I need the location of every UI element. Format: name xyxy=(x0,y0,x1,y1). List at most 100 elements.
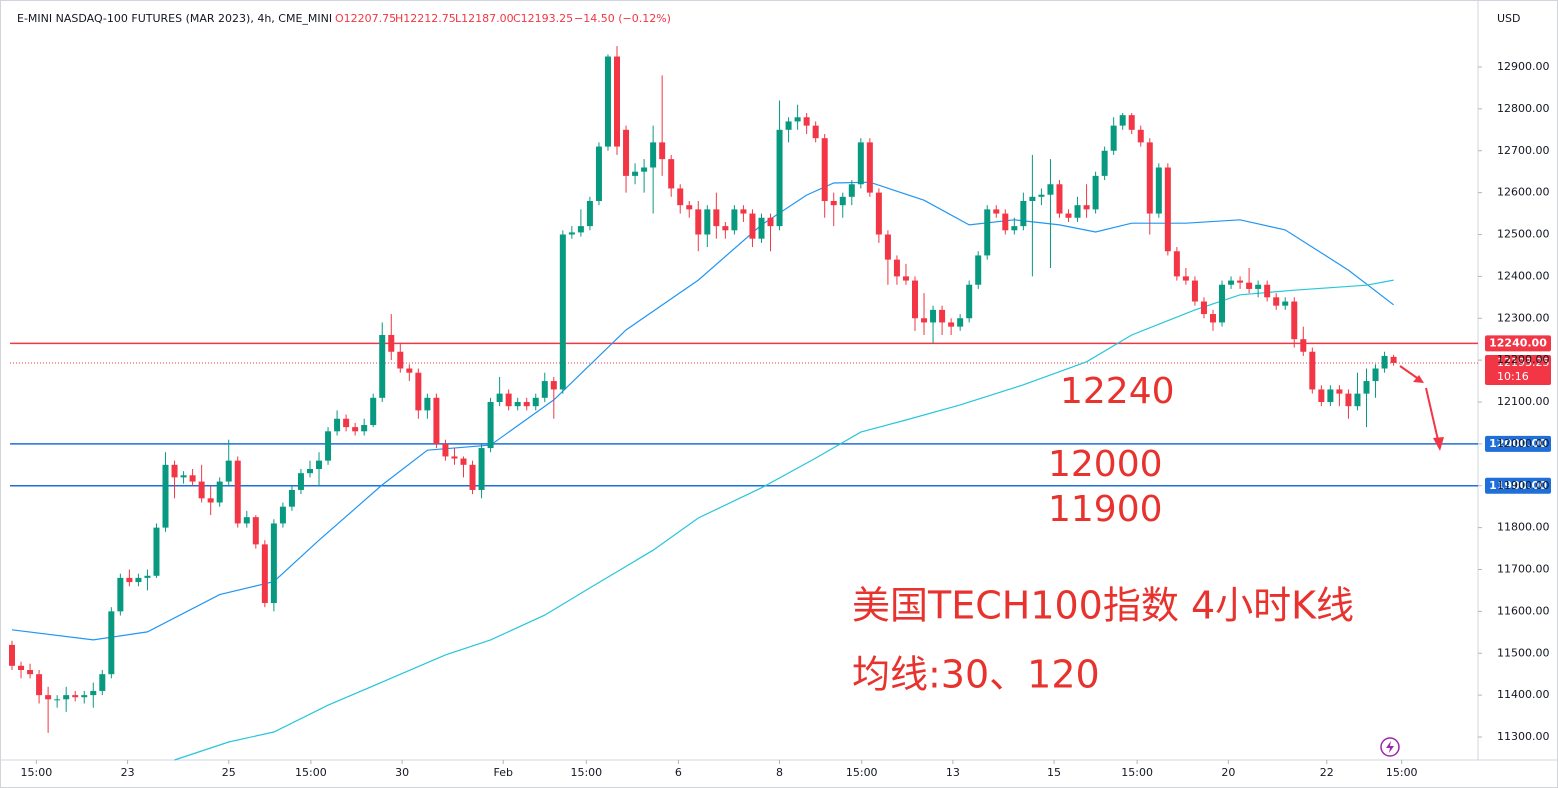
x-tick-label: 20 xyxy=(1221,766,1235,779)
candle-body xyxy=(234,460,241,524)
x-tick-label: 13 xyxy=(946,766,960,779)
candle-body xyxy=(1300,339,1307,352)
candle-body xyxy=(306,469,313,474)
candle-body xyxy=(722,226,729,231)
candle-body xyxy=(902,276,909,281)
candle-body xyxy=(1011,226,1018,231)
candle-body xyxy=(442,443,449,457)
candle-body xyxy=(614,56,621,147)
chart-title: E-MINI NASDAQ-100 FUTURES (MAR 2023), 4h… xyxy=(17,12,332,25)
level-box xyxy=(1485,435,1551,452)
candle-body xyxy=(1363,381,1370,394)
candle-body xyxy=(1309,351,1316,390)
level-label: 12240.00 xyxy=(1489,336,1547,349)
lightning-icon[interactable] xyxy=(1380,737,1400,757)
candle-body xyxy=(939,309,946,323)
candle-body xyxy=(713,209,720,227)
candle-body xyxy=(460,458,467,465)
candle-body xyxy=(641,167,648,172)
candle-body xyxy=(135,577,142,583)
candle-body xyxy=(686,205,693,210)
last-price-box xyxy=(1485,354,1551,385)
x-tick-label: 15:00 xyxy=(1121,766,1153,779)
candle-body xyxy=(731,209,738,231)
candle-body xyxy=(18,665,25,670)
candle-body xyxy=(1345,393,1352,407)
candle-body xyxy=(261,544,268,603)
candle-body xyxy=(785,121,792,130)
candle-body xyxy=(81,695,88,698)
candle-body xyxy=(514,402,521,407)
candle-body xyxy=(577,226,584,233)
candle-body xyxy=(316,460,323,469)
y-tick-label: 11500.00 xyxy=(1497,646,1550,659)
candle-body xyxy=(1137,129,1144,143)
candle-body xyxy=(1029,196,1036,201)
candle-body xyxy=(397,351,404,369)
candle-body xyxy=(921,318,928,323)
x-tick-label: 15 xyxy=(1047,766,1061,779)
candle-body xyxy=(1110,125,1117,151)
y-tick-label: 12500.00 xyxy=(1497,228,1550,241)
x-tick-label: 8 xyxy=(776,766,783,779)
candle-body xyxy=(912,280,918,319)
annotation: 美国TECH100指数 4小时K线 xyxy=(852,584,1354,628)
candle-body xyxy=(297,473,304,490)
candle-body xyxy=(1219,284,1226,323)
ohlc-value: C12193.25 xyxy=(513,12,573,25)
level-label: 11900.00 xyxy=(1489,479,1547,492)
candle-body xyxy=(830,201,837,206)
candle-body xyxy=(559,234,566,390)
candle-body xyxy=(1327,389,1334,402)
candle-body xyxy=(1146,142,1153,214)
candle-body xyxy=(225,460,232,482)
y-tick-label: 11600.00 xyxy=(1497,604,1550,617)
candle-body xyxy=(957,318,964,327)
y-tick-label: 12400.00 xyxy=(1497,269,1550,282)
candle-body xyxy=(541,381,548,398)
candle-body xyxy=(451,456,458,459)
candle-body xyxy=(668,159,675,189)
candle-body xyxy=(704,209,711,235)
candle-body xyxy=(1264,284,1271,298)
candle-body xyxy=(325,431,332,461)
candle-body xyxy=(803,117,810,126)
arrow-head xyxy=(1413,375,1424,383)
candle-body xyxy=(1237,280,1244,283)
candle-body xyxy=(424,397,431,411)
candle-body xyxy=(27,670,34,675)
candle-body xyxy=(1228,280,1235,285)
candle-body xyxy=(1390,356,1397,363)
y-tick-label: 12100.00 xyxy=(1497,395,1550,408)
candle-body xyxy=(821,138,828,201)
y-tick-label: 12300.00 xyxy=(1497,311,1550,324)
candle-body xyxy=(352,427,359,432)
candle-body xyxy=(1101,150,1108,176)
candle-body xyxy=(1200,301,1207,315)
candle-body xyxy=(406,368,413,373)
candle-body xyxy=(45,695,52,700)
x-tick-label: Feb xyxy=(493,766,512,779)
candle-body xyxy=(198,481,205,499)
candle-body xyxy=(1318,389,1325,402)
candle-body xyxy=(216,481,223,503)
candle-body xyxy=(171,464,178,478)
level-box xyxy=(1485,477,1551,494)
last-price-label: 12193.25 xyxy=(1497,356,1550,369)
candle-body xyxy=(650,142,657,168)
candle-body xyxy=(1246,282,1253,289)
candle-body xyxy=(288,489,295,507)
candle-body xyxy=(9,644,15,666)
candle-body xyxy=(1074,205,1081,218)
candle-body xyxy=(243,517,250,524)
candle-body xyxy=(1002,213,1009,231)
candle-body xyxy=(523,402,530,407)
arrow xyxy=(1399,365,1421,381)
candle-body xyxy=(866,142,873,193)
candle-body xyxy=(568,232,575,235)
candle-body xyxy=(1056,184,1063,214)
annotation: 11900 xyxy=(1048,489,1163,530)
